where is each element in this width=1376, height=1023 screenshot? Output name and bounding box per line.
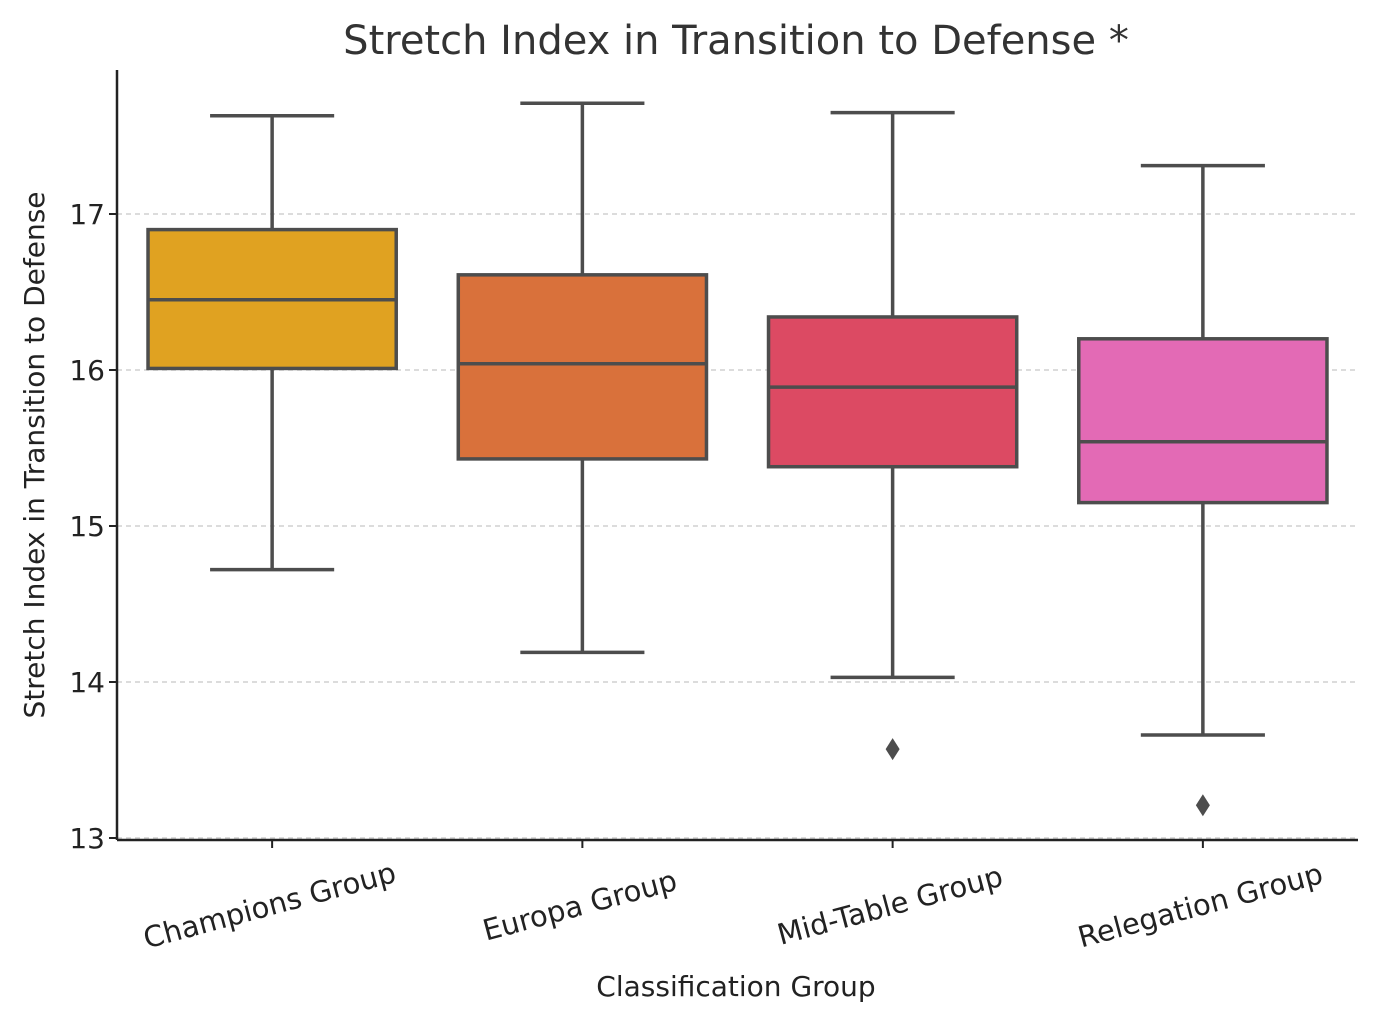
x-ticks: Champions Group Europa Group Mid-Table Gro… [140,840,1326,955]
boxes [146,101,1329,817]
y-ticks: 13 14 15 16 17 [69,198,117,855]
outlier-point [1195,794,1210,817]
x-tick-label: Mid-Table Group [774,859,1007,952]
outlier-point [885,738,900,761]
y-tick-label: 16 [69,354,105,387]
y-tick-label: 17 [69,198,105,231]
x-tick-label: Europa Group [479,863,680,947]
y-axis-label: Stretch Index in Transition to Defense [18,191,51,718]
y-tick-label: 15 [69,510,105,543]
chart-title: Stretch Index in Transition to Defense * [343,18,1129,64]
box-group [1077,163,1329,817]
iqr-box [1077,337,1329,505]
x-tick-label: Champions Group [140,855,400,955]
y-tick-label: 14 [69,666,105,699]
iqr-box [766,315,1019,469]
box-group [766,110,1019,761]
y-tick-label: 13 [69,822,105,855]
iqr-box [456,273,709,461]
x-tick-label: Relegation Group [1074,856,1326,954]
box-group [146,113,398,572]
box-group [456,101,709,655]
x-axis-label: Classification Group [596,970,875,1003]
axes [115,70,1358,842]
